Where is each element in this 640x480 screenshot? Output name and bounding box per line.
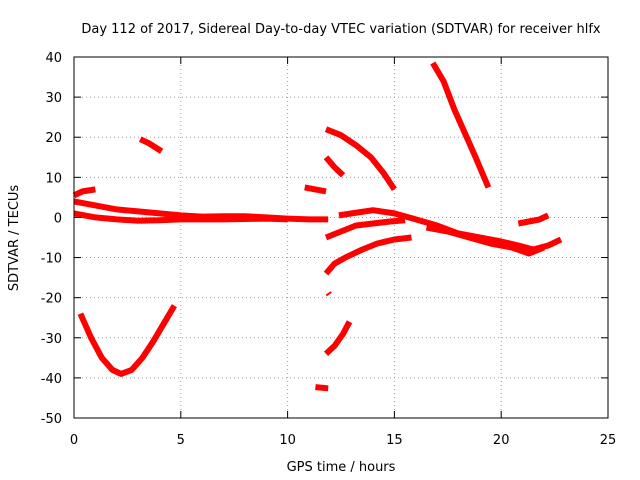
y-tick-label: 0 — [54, 211, 62, 226]
x-tick-label: 10 — [279, 433, 296, 448]
series-arc-mid-short — [323, 155, 346, 178]
y-axis-label: SDTVAR / TECUs — [7, 185, 22, 292]
series-arc-rising-2 — [324, 217, 406, 241]
x-tick-label: 0 — [70, 433, 78, 448]
ticks — [73, 56, 609, 419]
x-tick-label: 20 — [493, 433, 510, 448]
x-tick-label: 25 — [600, 433, 617, 448]
series-arc-u-shape — [77, 304, 177, 377]
series-point-neg19 — [325, 291, 332, 297]
y-tick-label: 30 — [45, 91, 62, 106]
series-arc-far-descending — [430, 61, 492, 189]
y-tick-label: 10 — [45, 171, 62, 186]
y-tick-label: -20 — [41, 292, 62, 307]
series-arc-eastern-lower — [425, 224, 546, 257]
y-tick-label: -50 — [41, 412, 62, 427]
y-tick-label: -30 — [41, 332, 62, 347]
series-arc-small-descending — [138, 136, 164, 154]
tick-labels: 0 5 10 15 20 25 -50 -40 -30 -20 -10 0 10 20 30 40 — [41, 51, 617, 448]
y-tick-label: -10 — [41, 252, 62, 267]
grid — [74, 57, 608, 418]
data-traces — [72, 61, 563, 392]
series-arc-early-top — [72, 186, 96, 199]
y-tick-label: 20 — [45, 131, 62, 146]
series-arc-bottom-short — [315, 384, 329, 392]
x-tick-label: 15 — [386, 433, 403, 448]
series-arc-lower-curve — [323, 320, 353, 356]
series-arc-mid-left — [304, 184, 327, 195]
y-tick-label: 40 — [45, 51, 62, 66]
series-arc-rising-1 — [323, 234, 412, 276]
x-axis-label: GPS time / hours — [287, 460, 396, 475]
y-tick-label: -40 — [41, 372, 62, 387]
plot-frame — [73, 56, 609, 419]
chart-title: Day 112 of 2017, Sidereal Day-to-day VTE… — [81, 22, 601, 37]
series-arc-long-descending — [324, 126, 397, 192]
x-tick-label: 5 — [177, 433, 185, 448]
series-arc-late-short — [517, 212, 550, 227]
series-arc-lower-main — [73, 210, 288, 224]
